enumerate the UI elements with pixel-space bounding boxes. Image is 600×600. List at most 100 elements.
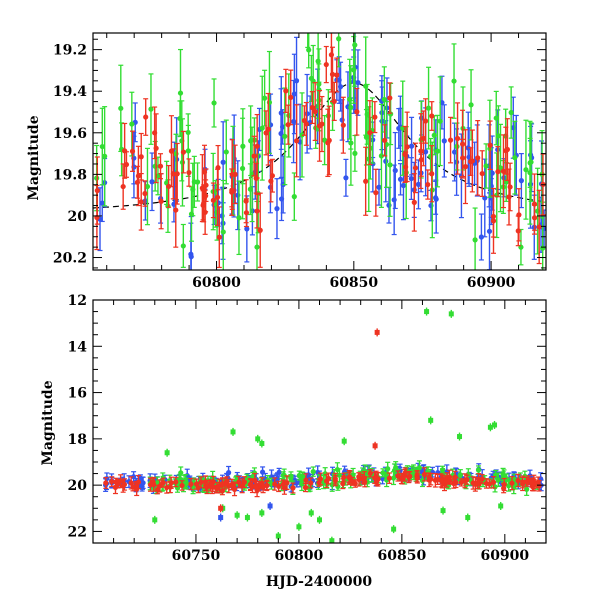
- data-point: [173, 207, 179, 213]
- data-point: [540, 245, 546, 251]
- y-tick-label: 22: [68, 524, 87, 540]
- data-point: [451, 149, 458, 155]
- x-tick-label: 60900: [467, 275, 516, 291]
- data-point: [416, 465, 423, 471]
- outlier-point: [218, 515, 224, 521]
- data-point: [472, 237, 478, 243]
- data-point: [372, 475, 378, 481]
- y-tick-label: 20: [68, 209, 88, 225]
- outlier-point: [440, 508, 446, 514]
- data-point: [331, 98, 337, 105]
- data-point: [259, 469, 266, 475]
- y-tick-label: 19.8: [53, 167, 87, 183]
- data-point: [372, 114, 378, 120]
- data-point: [483, 163, 489, 169]
- data-point: [201, 169, 208, 175]
- data-point: [475, 155, 481, 161]
- data-point: [170, 171, 176, 177]
- data-point: [158, 198, 164, 204]
- data-point: [285, 122, 291, 128]
- data-point: [306, 47, 312, 53]
- data-point: [469, 158, 475, 164]
- data-point: [272, 481, 278, 487]
- data-point: [504, 146, 511, 153]
- data-point: [166, 183, 172, 190]
- y-tick-label: 18: [68, 432, 87, 448]
- outlier-point: [372, 443, 378, 449]
- data-point: [317, 476, 324, 482]
- data-point: [305, 10, 310, 15]
- data-point: [257, 227, 263, 233]
- data-point: [536, 224, 542, 230]
- data-point: [99, 143, 105, 150]
- outlier-point: [164, 450, 170, 456]
- data-point: [241, 479, 247, 485]
- data-point: [332, 478, 338, 484]
- data-point: [142, 190, 148, 197]
- data-point: [337, 84, 344, 90]
- data-point: [229, 187, 235, 193]
- x-tick-label: 60900: [480, 548, 529, 564]
- data-point: [520, 479, 526, 485]
- data-point: [293, 78, 300, 84]
- data-point: [363, 178, 369, 184]
- data-point: [188, 254, 194, 260]
- outlier-point: [492, 422, 498, 428]
- data-point: [378, 153, 385, 159]
- data-point: [348, 104, 354, 110]
- data-point: [458, 479, 464, 486]
- data-point: [425, 105, 432, 111]
- data-point: [495, 477, 501, 483]
- data-point: [386, 202, 392, 208]
- data-point: [329, 71, 336, 77]
- data-point: [323, 61, 329, 68]
- data-point: [423, 149, 429, 155]
- outlier-point: [465, 515, 471, 521]
- data-point: [336, 36, 342, 42]
- outlier-point: [457, 434, 463, 440]
- data-point: [351, 67, 357, 73]
- data-point: [500, 168, 507, 174]
- data-point: [118, 105, 124, 111]
- data-point: [500, 471, 506, 478]
- data-point: [509, 480, 515, 486]
- data-point: [486, 228, 493, 234]
- data-point: [361, 475, 367, 481]
- data-point: [186, 169, 192, 176]
- data-point: [269, 173, 276, 179]
- data-point: [240, 143, 246, 149]
- data-point: [474, 480, 480, 486]
- data-point: [215, 165, 221, 171]
- data-point: [356, 474, 362, 480]
- outlier-point: [448, 311, 454, 317]
- data-point: [251, 153, 257, 159]
- data-point: [123, 161, 130, 168]
- data-point: [425, 181, 431, 188]
- data-point: [236, 215, 242, 221]
- data-point: [282, 133, 288, 139]
- axes-frame: [92, 299, 547, 544]
- data-point: [432, 477, 438, 483]
- data-point: [515, 228, 521, 234]
- data-point: [179, 482, 185, 489]
- data-point: [383, 158, 389, 164]
- data-point: [421, 471, 428, 477]
- data-point: [304, 111, 310, 117]
- data-point: [402, 151, 408, 158]
- data-point: [431, 132, 437, 138]
- data-point: [291, 194, 297, 200]
- data-point: [94, 187, 100, 194]
- data-point: [315, 469, 321, 476]
- outlier-point: [317, 517, 322, 523]
- data-point: [174, 171, 180, 177]
- data-point: [280, 481, 286, 488]
- data-point: [387, 162, 393, 168]
- data-point: [340, 481, 346, 487]
- data-point: [315, 58, 321, 64]
- data-point: [303, 477, 309, 483]
- data-point: [302, 484, 309, 491]
- data-point: [325, 140, 331, 146]
- data-point: [121, 481, 128, 488]
- data-point: [352, 150, 358, 156]
